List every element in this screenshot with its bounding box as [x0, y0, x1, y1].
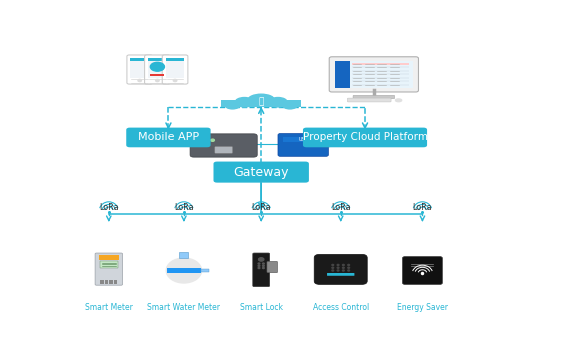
Circle shape: [259, 258, 264, 261]
FancyBboxPatch shape: [131, 58, 149, 61]
FancyBboxPatch shape: [99, 255, 119, 260]
FancyBboxPatch shape: [214, 162, 309, 183]
FancyBboxPatch shape: [166, 58, 184, 61]
FancyBboxPatch shape: [201, 269, 209, 272]
Text: Smart Lock: Smart Lock: [240, 303, 283, 312]
Circle shape: [211, 139, 214, 141]
FancyBboxPatch shape: [352, 84, 409, 86]
FancyBboxPatch shape: [113, 280, 117, 284]
FancyBboxPatch shape: [327, 273, 355, 276]
FancyBboxPatch shape: [95, 253, 123, 285]
FancyBboxPatch shape: [180, 252, 188, 258]
Circle shape: [138, 79, 141, 82]
Text: USR: USR: [298, 137, 308, 142]
Circle shape: [337, 267, 339, 268]
Circle shape: [263, 265, 264, 266]
Ellipse shape: [248, 94, 275, 106]
Circle shape: [258, 265, 260, 266]
FancyBboxPatch shape: [335, 61, 413, 89]
FancyBboxPatch shape: [329, 57, 418, 92]
Circle shape: [348, 270, 349, 271]
Text: LoRa: LoRa: [251, 203, 271, 212]
FancyBboxPatch shape: [162, 55, 188, 84]
FancyBboxPatch shape: [321, 144, 329, 147]
Circle shape: [263, 263, 264, 264]
FancyBboxPatch shape: [347, 98, 391, 102]
Circle shape: [332, 264, 333, 266]
FancyBboxPatch shape: [352, 80, 409, 82]
FancyBboxPatch shape: [278, 134, 328, 156]
FancyBboxPatch shape: [148, 58, 166, 61]
FancyBboxPatch shape: [267, 261, 278, 273]
FancyBboxPatch shape: [215, 147, 233, 153]
FancyBboxPatch shape: [150, 74, 165, 76]
FancyBboxPatch shape: [335, 61, 351, 89]
FancyBboxPatch shape: [166, 61, 184, 78]
FancyBboxPatch shape: [352, 66, 409, 68]
Text: Gateway: Gateway: [234, 166, 289, 179]
FancyBboxPatch shape: [402, 257, 442, 284]
Text: LoRa: LoRa: [331, 203, 351, 212]
Circle shape: [258, 267, 260, 269]
FancyBboxPatch shape: [221, 100, 301, 107]
Text: Energy Saver: Energy Saver: [397, 303, 448, 312]
FancyBboxPatch shape: [190, 134, 257, 157]
Circle shape: [332, 267, 333, 268]
Text: LoRa: LoRa: [174, 203, 194, 212]
Ellipse shape: [282, 101, 298, 109]
Text: Smart Water Meter: Smart Water Meter: [148, 303, 221, 312]
Circle shape: [337, 270, 339, 271]
Ellipse shape: [225, 101, 240, 109]
Circle shape: [156, 79, 159, 82]
Circle shape: [263, 267, 264, 269]
FancyBboxPatch shape: [100, 261, 117, 268]
FancyBboxPatch shape: [283, 137, 323, 141]
FancyBboxPatch shape: [353, 95, 394, 99]
FancyBboxPatch shape: [145, 55, 170, 84]
Circle shape: [343, 267, 344, 268]
FancyBboxPatch shape: [167, 268, 201, 273]
Circle shape: [150, 62, 165, 71]
Text: Mobile APP: Mobile APP: [138, 132, 199, 143]
Text: Access Control: Access Control: [312, 303, 369, 312]
FancyBboxPatch shape: [352, 70, 409, 72]
FancyBboxPatch shape: [303, 127, 427, 147]
FancyBboxPatch shape: [105, 280, 108, 284]
FancyBboxPatch shape: [352, 73, 409, 75]
FancyBboxPatch shape: [321, 139, 329, 142]
FancyBboxPatch shape: [109, 280, 113, 284]
Circle shape: [332, 270, 333, 271]
Text: Smart Meter: Smart Meter: [85, 303, 133, 312]
FancyBboxPatch shape: [148, 61, 166, 78]
FancyBboxPatch shape: [131, 61, 149, 78]
FancyBboxPatch shape: [253, 253, 270, 287]
FancyBboxPatch shape: [314, 255, 367, 284]
FancyBboxPatch shape: [126, 127, 211, 147]
FancyBboxPatch shape: [352, 77, 409, 79]
Circle shape: [343, 264, 344, 266]
FancyBboxPatch shape: [352, 63, 409, 65]
Ellipse shape: [166, 258, 202, 283]
FancyBboxPatch shape: [127, 55, 153, 84]
FancyBboxPatch shape: [100, 280, 104, 284]
Circle shape: [258, 263, 260, 264]
Circle shape: [337, 264, 339, 266]
Circle shape: [206, 139, 210, 141]
Text: ⚿: ⚿: [259, 98, 264, 107]
Ellipse shape: [268, 98, 287, 107]
Text: LoRa: LoRa: [99, 203, 119, 212]
Circle shape: [343, 270, 344, 271]
Text: LoRa: LoRa: [413, 203, 432, 212]
Circle shape: [348, 267, 349, 268]
Circle shape: [173, 79, 177, 82]
Circle shape: [348, 264, 349, 266]
Ellipse shape: [396, 99, 402, 102]
Ellipse shape: [235, 98, 254, 107]
Text: Property Cloud Platform: Property Cloud Platform: [303, 132, 428, 143]
